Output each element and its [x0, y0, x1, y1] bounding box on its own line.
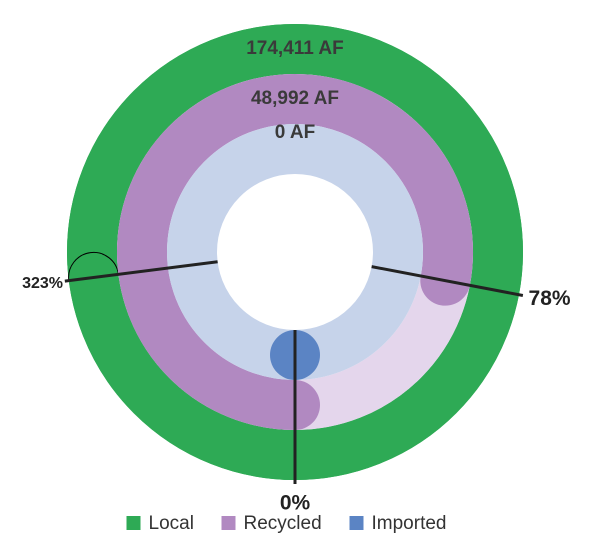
legend-swatch: [126, 516, 141, 530]
amount-label: 0 AF: [275, 122, 315, 143]
percent-line: [64, 260, 218, 283]
ring-track: [167, 124, 423, 380]
percent-line: [371, 265, 524, 297]
amount-label: 174,411 AF: [246, 38, 344, 59]
percent-label: 323%: [22, 275, 63, 292]
ring-end-cap: [68, 251, 119, 281]
legend-label: Local: [149, 513, 194, 534]
percent-label: 78%: [529, 287, 571, 310]
ring-progress: [117, 74, 473, 430]
legend-label: Recycled: [244, 513, 322, 534]
legend-swatch: [349, 516, 364, 530]
legend-label: Imported: [372, 513, 447, 534]
amount-label: 48,992 AF: [251, 88, 339, 109]
percent-label: 0%: [280, 492, 311, 515]
legend-swatch: [221, 516, 236, 530]
